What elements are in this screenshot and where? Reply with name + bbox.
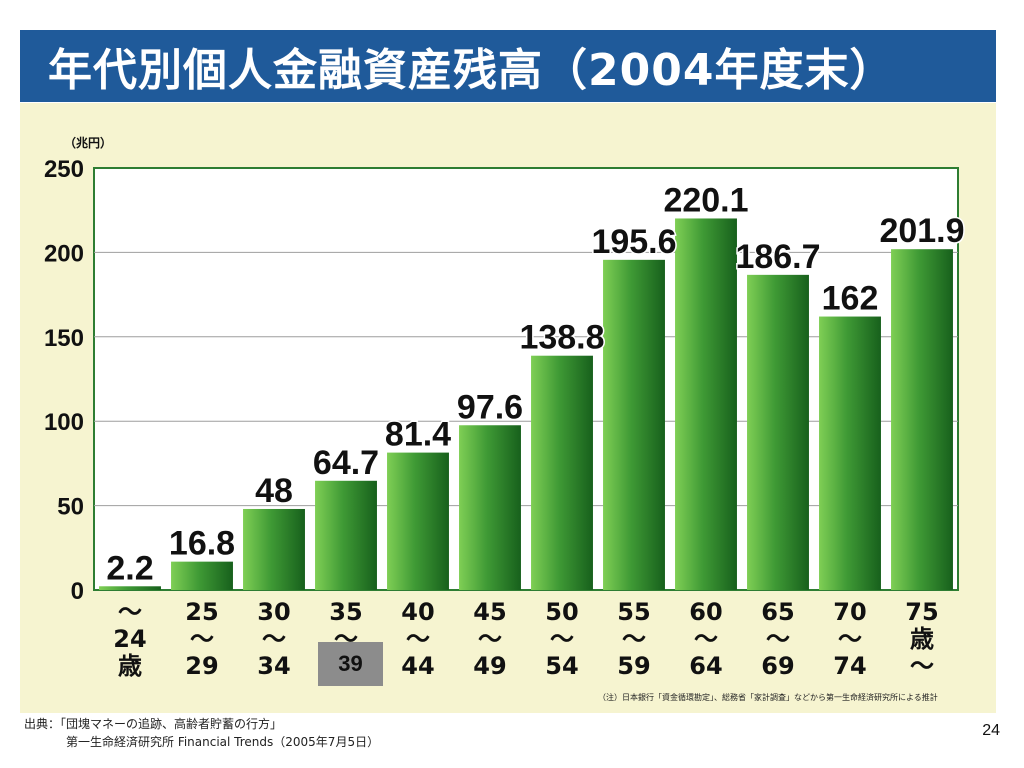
- x-category-label: 64: [689, 652, 722, 680]
- x-category-label: 〜: [478, 625, 502, 653]
- x-category-label: 歳: [910, 625, 934, 653]
- bar-value-label: 220.1: [663, 181, 748, 219]
- bar-value-label: 201.9: [879, 212, 964, 250]
- x-category-label: 50: [545, 598, 578, 626]
- x-category-label: 30: [257, 598, 290, 626]
- bar-value-label: 81.4: [385, 416, 451, 454]
- page-number: 24: [982, 722, 1000, 739]
- y-tick-label: 250: [44, 156, 84, 183]
- bar: [891, 249, 953, 590]
- x-category-label: 45: [473, 598, 506, 626]
- x-category-label: 〜: [766, 625, 790, 653]
- x-category-label: 〜: [622, 625, 646, 653]
- slide-title: 年代別個人金融資産残高（2004年度末）: [48, 45, 895, 96]
- x-category-label: 〜: [694, 625, 718, 653]
- bar: [99, 586, 161, 590]
- bar-value-label: 162: [822, 280, 879, 318]
- bar-chart: （兆円） 2.2 16.8 48 64.781.497.6 138.8 195.6 220.…: [44, 135, 966, 680]
- x-category-label: 〜: [406, 625, 430, 653]
- x-category-label: 70: [833, 598, 866, 626]
- bar: [387, 452, 449, 590]
- x-category-label: 60: [689, 598, 722, 626]
- bar: [171, 561, 233, 590]
- bar-value-label: 2.2: [106, 549, 153, 587]
- chart-note: （注）日本銀行「資金循環勘定」、総務省「家計調査」などから第一生命経済研究所によ…: [598, 693, 938, 702]
- y-tick-label: 150: [44, 325, 84, 352]
- source-line-2: 第一生命経済研究所 Financial Trends（2005年7月5日）: [66, 735, 380, 749]
- x-category-label: 59: [617, 652, 650, 680]
- x-category-label: 55: [617, 598, 650, 626]
- bar-value-label: 16.8: [169, 525, 235, 563]
- x-category-label: 49: [473, 652, 506, 680]
- y-tick-label: 0: [71, 578, 84, 605]
- x-category-label: 25: [185, 598, 218, 626]
- x-category-label: 〜: [910, 652, 934, 680]
- x-category-label: 74: [833, 652, 866, 680]
- y-tick-label: 100: [44, 409, 84, 436]
- overlay-label-box: 39: [318, 642, 383, 686]
- bar-value-label: 195.6: [591, 223, 676, 261]
- y-tick-label: 200: [44, 240, 84, 267]
- y-axis-unit-label: （兆円）: [64, 135, 112, 150]
- bar: [675, 218, 737, 590]
- bar-value-label: 186.7: [735, 238, 820, 276]
- source-line-1: 出典：「団塊マネーの追跡、高齢者貯蓄の行方」: [24, 717, 283, 731]
- bar: [819, 316, 881, 590]
- x-category-label: 〜: [838, 625, 862, 653]
- bar: [459, 425, 521, 590]
- bar-value-label: 64.7: [313, 444, 379, 482]
- bar: [243, 508, 305, 590]
- x-category-label: 75: [905, 598, 938, 626]
- x-category-label: 65: [761, 598, 794, 626]
- x-category-label: 69: [761, 652, 794, 680]
- bar: [531, 355, 593, 590]
- bar: [603, 259, 665, 590]
- x-category-label: 歳: [118, 652, 142, 680]
- x-category-label: 40: [401, 598, 434, 626]
- x-category-label: 54: [545, 652, 578, 680]
- x-category-label: 34: [257, 652, 290, 680]
- chart-panel: （兆円） 2.2 16.8 48 64.7 81.4 97.6 138.8 195.6 220.…: [20, 103, 996, 713]
- y-tick-label: 50: [57, 494, 84, 521]
- x-category-label: 〜: [550, 625, 574, 653]
- bar-value-label: 138.8: [519, 319, 604, 357]
- x-category-label: 29: [185, 652, 218, 680]
- bar-value-label: 97.6: [457, 388, 523, 426]
- bar: [315, 480, 377, 590]
- x-category-label: 35: [329, 598, 362, 626]
- x-category-label: 24: [113, 625, 146, 653]
- x-category-label: 44: [401, 652, 434, 680]
- bar: [747, 274, 809, 590]
- x-category-label: 〜: [190, 625, 214, 653]
- source-citation: 出典：「団塊マネーの追跡、高齢者貯蓄の行方」 第一生命経済研究所 Financi…: [24, 715, 379, 751]
- plot-frame: [93, 167, 959, 591]
- title-bar: 年代別個人金融資産残高（2004年度末）: [20, 30, 996, 102]
- x-category-label: 〜: [118, 598, 142, 626]
- bar-value-label: 48: [255, 472, 293, 510]
- x-category-label: 〜: [262, 625, 286, 653]
